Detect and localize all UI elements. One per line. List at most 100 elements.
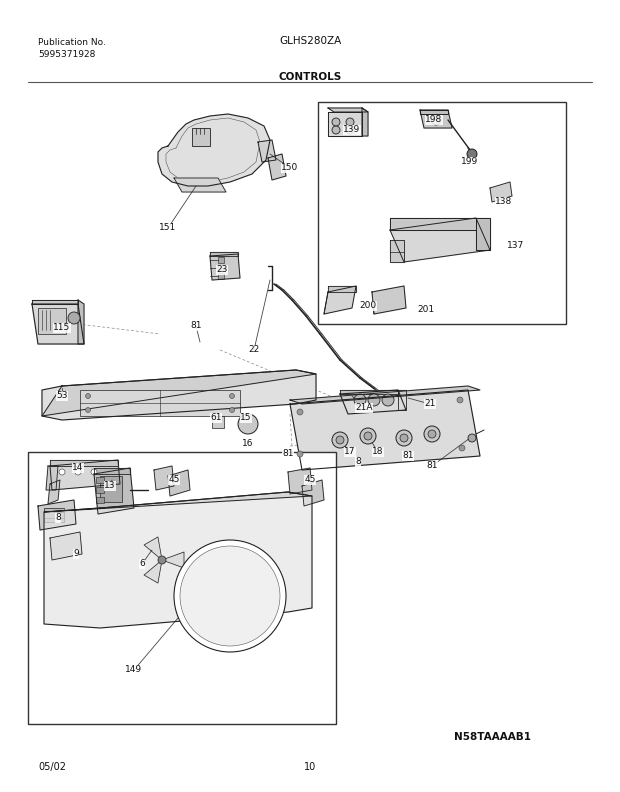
- Polygon shape: [302, 480, 324, 506]
- Polygon shape: [288, 468, 312, 494]
- Polygon shape: [158, 114, 270, 186]
- Polygon shape: [210, 252, 238, 256]
- Circle shape: [346, 118, 354, 126]
- Circle shape: [158, 556, 166, 564]
- Polygon shape: [210, 254, 240, 280]
- Polygon shape: [50, 532, 82, 560]
- Bar: [44, 508, 64, 522]
- Circle shape: [229, 394, 234, 398]
- Text: 115: 115: [53, 323, 71, 333]
- Circle shape: [424, 426, 440, 442]
- Text: 61: 61: [210, 413, 222, 422]
- Circle shape: [297, 451, 303, 457]
- Polygon shape: [94, 468, 130, 474]
- Bar: [318, 102, 566, 324]
- Text: 23: 23: [216, 265, 228, 275]
- Bar: [28, 452, 336, 724]
- Circle shape: [238, 414, 258, 434]
- Polygon shape: [44, 492, 312, 512]
- Polygon shape: [328, 286, 356, 292]
- Text: 200: 200: [360, 302, 376, 310]
- Circle shape: [59, 469, 65, 475]
- Circle shape: [336, 436, 344, 444]
- Polygon shape: [42, 370, 316, 416]
- Polygon shape: [32, 304, 84, 344]
- Circle shape: [86, 394, 91, 398]
- Polygon shape: [44, 492, 312, 628]
- Text: 151: 151: [159, 223, 177, 233]
- Text: 139: 139: [343, 125, 361, 135]
- Text: 13: 13: [104, 482, 116, 490]
- Bar: [218, 273, 224, 279]
- Circle shape: [360, 428, 376, 444]
- Circle shape: [431, 115, 441, 125]
- Polygon shape: [340, 390, 398, 394]
- Text: 138: 138: [495, 197, 513, 207]
- Polygon shape: [144, 560, 162, 583]
- Polygon shape: [94, 468, 134, 514]
- Text: 10: 10: [304, 762, 316, 772]
- Polygon shape: [162, 552, 184, 568]
- Circle shape: [86, 408, 91, 413]
- Polygon shape: [290, 386, 480, 404]
- Polygon shape: [38, 500, 76, 530]
- Circle shape: [332, 126, 340, 134]
- Text: 201: 201: [417, 306, 435, 314]
- Text: 8: 8: [355, 458, 361, 466]
- Text: 81: 81: [282, 450, 294, 459]
- Polygon shape: [32, 300, 78, 304]
- Text: GLHS280ZA: GLHS280ZA: [279, 36, 341, 46]
- Polygon shape: [398, 390, 406, 410]
- Text: CONTROLS: CONTROLS: [278, 72, 342, 82]
- Text: 199: 199: [461, 158, 479, 166]
- Polygon shape: [324, 286, 356, 314]
- Circle shape: [354, 394, 366, 406]
- Text: N58TAAAAB1: N58TAAAAB1: [454, 732, 531, 742]
- Circle shape: [332, 432, 348, 448]
- Polygon shape: [476, 218, 490, 250]
- Polygon shape: [268, 154, 286, 180]
- Circle shape: [229, 408, 234, 413]
- Text: 21: 21: [424, 399, 436, 409]
- Circle shape: [174, 540, 286, 652]
- Polygon shape: [390, 218, 490, 262]
- Text: 17: 17: [344, 447, 356, 456]
- Polygon shape: [78, 300, 84, 344]
- Polygon shape: [174, 178, 226, 192]
- Polygon shape: [50, 460, 118, 466]
- Polygon shape: [328, 108, 368, 112]
- Polygon shape: [290, 390, 480, 470]
- Polygon shape: [258, 140, 276, 162]
- Text: 45: 45: [168, 475, 180, 485]
- Circle shape: [457, 397, 463, 403]
- Bar: [80, 390, 240, 416]
- Circle shape: [400, 434, 408, 442]
- Polygon shape: [340, 390, 406, 414]
- Text: 81: 81: [427, 462, 438, 470]
- Text: 198: 198: [425, 116, 443, 124]
- Text: 9: 9: [73, 550, 79, 558]
- Bar: [192, 128, 210, 146]
- Circle shape: [468, 434, 476, 442]
- Text: 53: 53: [56, 391, 68, 401]
- Text: 21A: 21A: [355, 403, 373, 413]
- Circle shape: [180, 546, 280, 646]
- Polygon shape: [46, 466, 58, 490]
- Text: 5995371928: 5995371928: [38, 50, 95, 59]
- Polygon shape: [154, 466, 174, 490]
- Text: 16: 16: [242, 440, 254, 448]
- Polygon shape: [420, 110, 452, 128]
- Bar: [212, 416, 224, 428]
- Bar: [38, 308, 66, 334]
- Circle shape: [346, 126, 354, 134]
- Polygon shape: [42, 370, 316, 420]
- Circle shape: [332, 118, 340, 126]
- Circle shape: [91, 469, 97, 475]
- Text: 81: 81: [190, 322, 202, 330]
- Polygon shape: [390, 240, 404, 262]
- Polygon shape: [372, 286, 406, 314]
- Circle shape: [382, 394, 394, 406]
- Polygon shape: [390, 218, 476, 230]
- Text: 05/02: 05/02: [38, 762, 66, 772]
- Circle shape: [459, 445, 465, 451]
